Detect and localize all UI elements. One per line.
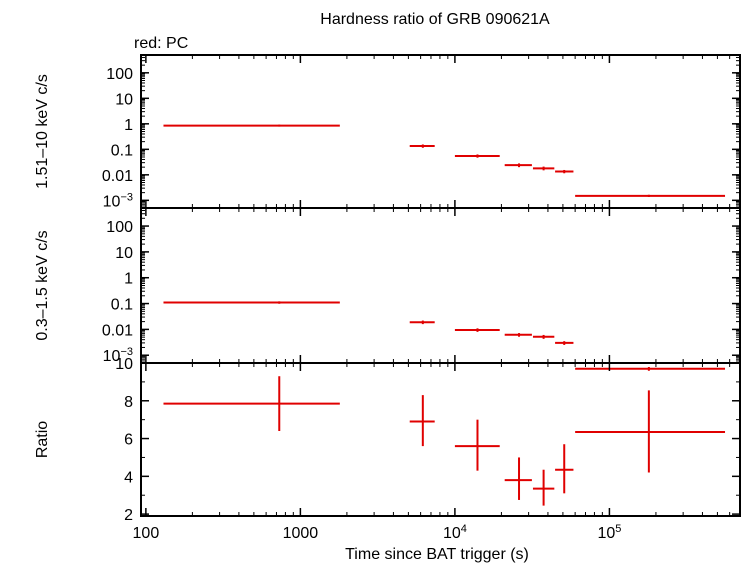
panel-3: 2 4 6 8 10 Ratio bbox=[34, 356, 741, 524]
panel-frame bbox=[140, 207, 741, 364]
x-tick-label: 100 bbox=[133, 525, 160, 542]
x-tick-label: 104 bbox=[443, 523, 467, 542]
y-tick-label: 1 bbox=[124, 271, 133, 288]
panel-1: 100 10 1 0.1 0.01 10−3 1.51–10 keV c/s bbox=[34, 54, 741, 210]
y-tick-label: 10 bbox=[115, 245, 133, 262]
y-tick-label: 4 bbox=[124, 469, 133, 486]
x-tick-label: 105 bbox=[597, 523, 621, 542]
y-tick-label: 10 bbox=[115, 356, 133, 373]
y-axis-label: Ratio bbox=[34, 421, 51, 458]
y-tick-label: 0.01 bbox=[102, 322, 133, 339]
x-tick-label-exponent: 4 bbox=[461, 523, 467, 535]
y-tick-label: 0.01 bbox=[102, 168, 133, 185]
y-tick-label-exponent: −3 bbox=[120, 191, 133, 203]
y-tick-label: 100 bbox=[106, 66, 133, 83]
y-axis-label: 1.51–10 keV c/s bbox=[34, 74, 51, 189]
y-tick-label: 6 bbox=[124, 432, 133, 449]
y-tick-label: 0.1 bbox=[111, 142, 133, 159]
y-tick-label: 10 bbox=[115, 91, 133, 108]
y-tick-label: 2 bbox=[124, 507, 133, 524]
panel-frame bbox=[140, 54, 741, 209]
y-tick-label: 0.1 bbox=[111, 297, 133, 314]
y-axis-label: 0.3–1.5 keV c/s bbox=[34, 230, 51, 340]
x-tick-label: 1000 bbox=[283, 525, 319, 542]
y-tick-label: 100 bbox=[106, 219, 133, 236]
chart-subtitle: red: PC bbox=[134, 35, 188, 52]
x-tick-labels: 100 1000 104 105 bbox=[133, 523, 622, 542]
chart-title: Hardness ratio of GRB 090621A bbox=[320, 11, 550, 28]
x-axis-label: Time since BAT trigger (s) bbox=[345, 546, 529, 563]
y-tick-label: 10−3 bbox=[103, 191, 133, 210]
panel-frame bbox=[140, 362, 741, 517]
y-tick-label: 1 bbox=[124, 117, 133, 134]
y-tick-label-exponent: −3 bbox=[120, 346, 133, 358]
x-tick-label-exponent: 5 bbox=[615, 523, 621, 535]
y-tick-label: 8 bbox=[124, 394, 133, 411]
